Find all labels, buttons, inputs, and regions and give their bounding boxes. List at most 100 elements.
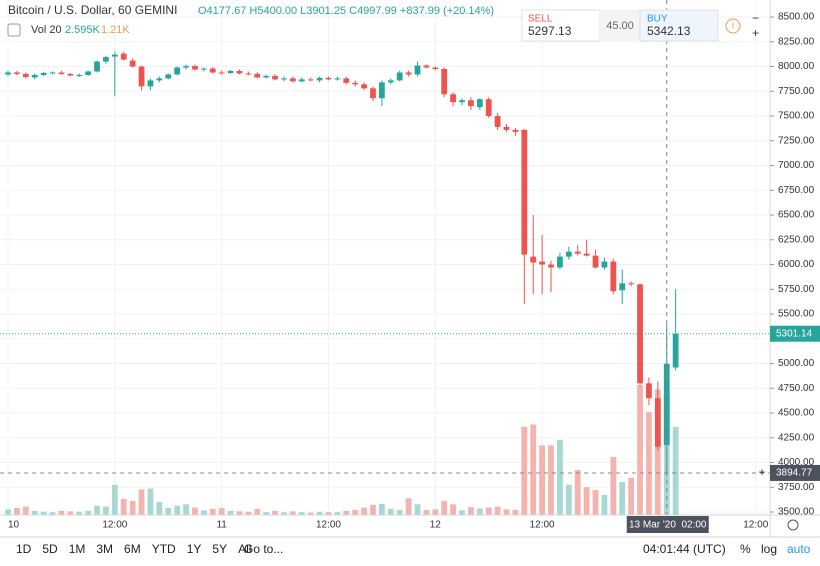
vol-value: 2.595K (65, 24, 101, 36)
y-tick-label: 3500.00 (778, 507, 815, 518)
x-tick-label: 11 (216, 520, 227, 531)
y-tick-label: 7500.00 (778, 111, 815, 122)
candle-body (147, 80, 154, 87)
candle-body (610, 261, 617, 292)
buy-button[interactable] (639, 9, 719, 42)
volume-bar (583, 487, 590, 515)
volume-bar (85, 510, 92, 515)
candle-body (530, 256, 537, 263)
volume-bar (192, 507, 198, 515)
info-button[interactable] (725, 18, 741, 34)
candle-body (468, 100, 474, 107)
volume-bar (592, 489, 599, 515)
candle-body (120, 53, 127, 60)
volume-bar (352, 509, 359, 515)
volume-bar (557, 439, 563, 515)
range-button[interactable]: YTD (152, 542, 176, 556)
candle-body (76, 74, 83, 76)
candle-body (325, 77, 332, 80)
candle-body (14, 72, 20, 74)
x-tick-label: 12:00 (743, 520, 768, 531)
y-tick-label: 7250.00 (778, 135, 815, 146)
volume-bar (281, 512, 287, 515)
candle-body (423, 65, 430, 68)
volume-bar (361, 507, 367, 515)
volume-bar (503, 509, 510, 515)
candle-body (58, 72, 65, 74)
volume-bar (5, 509, 11, 515)
close-icon[interactable]: + (752, 26, 759, 40)
log-toggle[interactable]: log (761, 542, 777, 556)
y-tick-label: 7000.00 (778, 160, 815, 171)
candle-body (200, 68, 207, 70)
auto-toggle[interactable]: auto (787, 542, 811, 556)
range-button[interactable]: 1D (16, 542, 32, 556)
collapse-button[interactable] (7, 23, 21, 37)
volume-bar (289, 511, 296, 515)
y-tick-label: 6750.00 (778, 185, 815, 196)
candle-body (183, 66, 189, 68)
ohlc: O4177.67 H5400.00 L3901.25 C4997.99 +837… (198, 5, 494, 17)
percent-toggle[interactable]: % (740, 542, 751, 556)
candle-body (378, 82, 385, 99)
volume-bar (40, 511, 47, 515)
volume-bar (22, 506, 29, 515)
volume-bar (218, 508, 225, 515)
candle-body (503, 126, 510, 130)
candle-body (583, 253, 590, 256)
range-button[interactable]: 1Y (187, 542, 202, 556)
candle-body (227, 70, 234, 73)
volume-bar (174, 505, 181, 515)
volume-bar (414, 504, 421, 515)
candle-body (361, 84, 367, 89)
volume-bar (209, 508, 216, 515)
settings-icon[interactable] (787, 519, 799, 531)
volume-bar (610, 456, 617, 515)
y-tick-label: 8250.00 (778, 36, 815, 47)
range-button[interactable]: 5D (42, 542, 58, 556)
candle-body (289, 78, 296, 82)
candle-body (236, 70, 243, 74)
candle-body (263, 75, 270, 78)
candle-body (414, 65, 421, 75)
volume-bar (307, 512, 314, 515)
candle-body (396, 72, 403, 81)
candle-body (111, 54, 118, 57)
volume-bar (441, 501, 448, 515)
volume-bar (672, 426, 679, 515)
candle-body (22, 73, 29, 77)
sell-button[interactable] (521, 9, 601, 42)
candle-body (343, 78, 350, 83)
volume-bar (378, 503, 385, 515)
range-button[interactable]: 5Y (212, 542, 227, 556)
volume-bar (485, 507, 492, 515)
candle-body (628, 283, 635, 285)
volume-bar (432, 509, 439, 515)
candle-body (174, 67, 181, 75)
candle-body (307, 79, 314, 81)
range-button[interactable]: All (238, 542, 251, 556)
collapse-icon[interactable]: − (752, 11, 759, 25)
volume-bar (574, 469, 581, 515)
x-tick-label: 12:00 (102, 520, 127, 531)
volume-bar (548, 445, 554, 515)
range-button[interactable]: 6M (124, 542, 141, 556)
range-button[interactable]: 1M (69, 542, 86, 556)
candle-body (387, 80, 394, 83)
plot-area (0, 0, 770, 515)
candle-body (254, 73, 261, 78)
candle-body (31, 74, 38, 78)
candle-body (298, 79, 305, 82)
volume-bar (530, 424, 537, 515)
range-button[interactable]: 3M (96, 542, 113, 556)
volume-bar (67, 511, 74, 515)
goto[interactable]: Go to... (244, 542, 283, 556)
volume-bar (165, 508, 172, 515)
volume-bar (183, 504, 189, 515)
candle-body (672, 333, 679, 368)
candle-body (209, 68, 216, 73)
volume-bar (138, 489, 145, 515)
candle-body (49, 72, 56, 74)
y-tick-label: 4000.00 (778, 457, 815, 468)
buy-price: 5342.13 (647, 24, 691, 38)
